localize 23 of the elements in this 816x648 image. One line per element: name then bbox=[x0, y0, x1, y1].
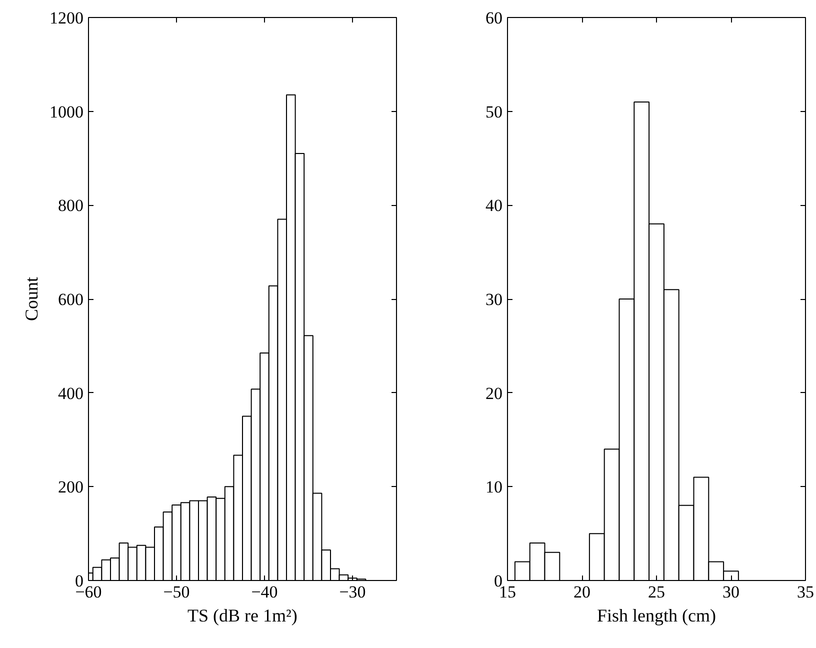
x-tick-label: 20 bbox=[574, 582, 590, 602]
y-tick-label: 60 bbox=[486, 8, 502, 28]
y-tick-label: 20 bbox=[486, 384, 502, 403]
y-tick-label: 10 bbox=[486, 478, 502, 497]
x-tick-label: 35 bbox=[797, 582, 814, 602]
x-tick-label: −50 bbox=[163, 582, 190, 602]
y-tick-label: 30 bbox=[486, 290, 502, 309]
y-tick-label: 1000 bbox=[50, 102, 84, 122]
y-tick-label: 400 bbox=[58, 384, 84, 403]
y-axis-title: Count bbox=[22, 276, 42, 322]
x-axis-title: Fish length (cm) bbox=[597, 606, 716, 626]
x-axis-title: TS (dB re 1m²) bbox=[188, 606, 298, 626]
y-tick-label: 800 bbox=[58, 196, 84, 216]
y-tick-label: 50 bbox=[486, 102, 502, 122]
x-tick-label: −30 bbox=[339, 582, 366, 602]
x-tick-label: 25 bbox=[648, 582, 665, 602]
y-tick-label: 1200 bbox=[50, 8, 84, 28]
y-tick-label: 600 bbox=[58, 290, 84, 309]
y-tick-label: 40 bbox=[486, 196, 502, 216]
y-tick-label: 200 bbox=[58, 478, 84, 497]
x-tick-label: 30 bbox=[722, 582, 740, 602]
y-tick-label: 0 bbox=[494, 572, 502, 590]
x-tick-label: −40 bbox=[251, 582, 278, 602]
